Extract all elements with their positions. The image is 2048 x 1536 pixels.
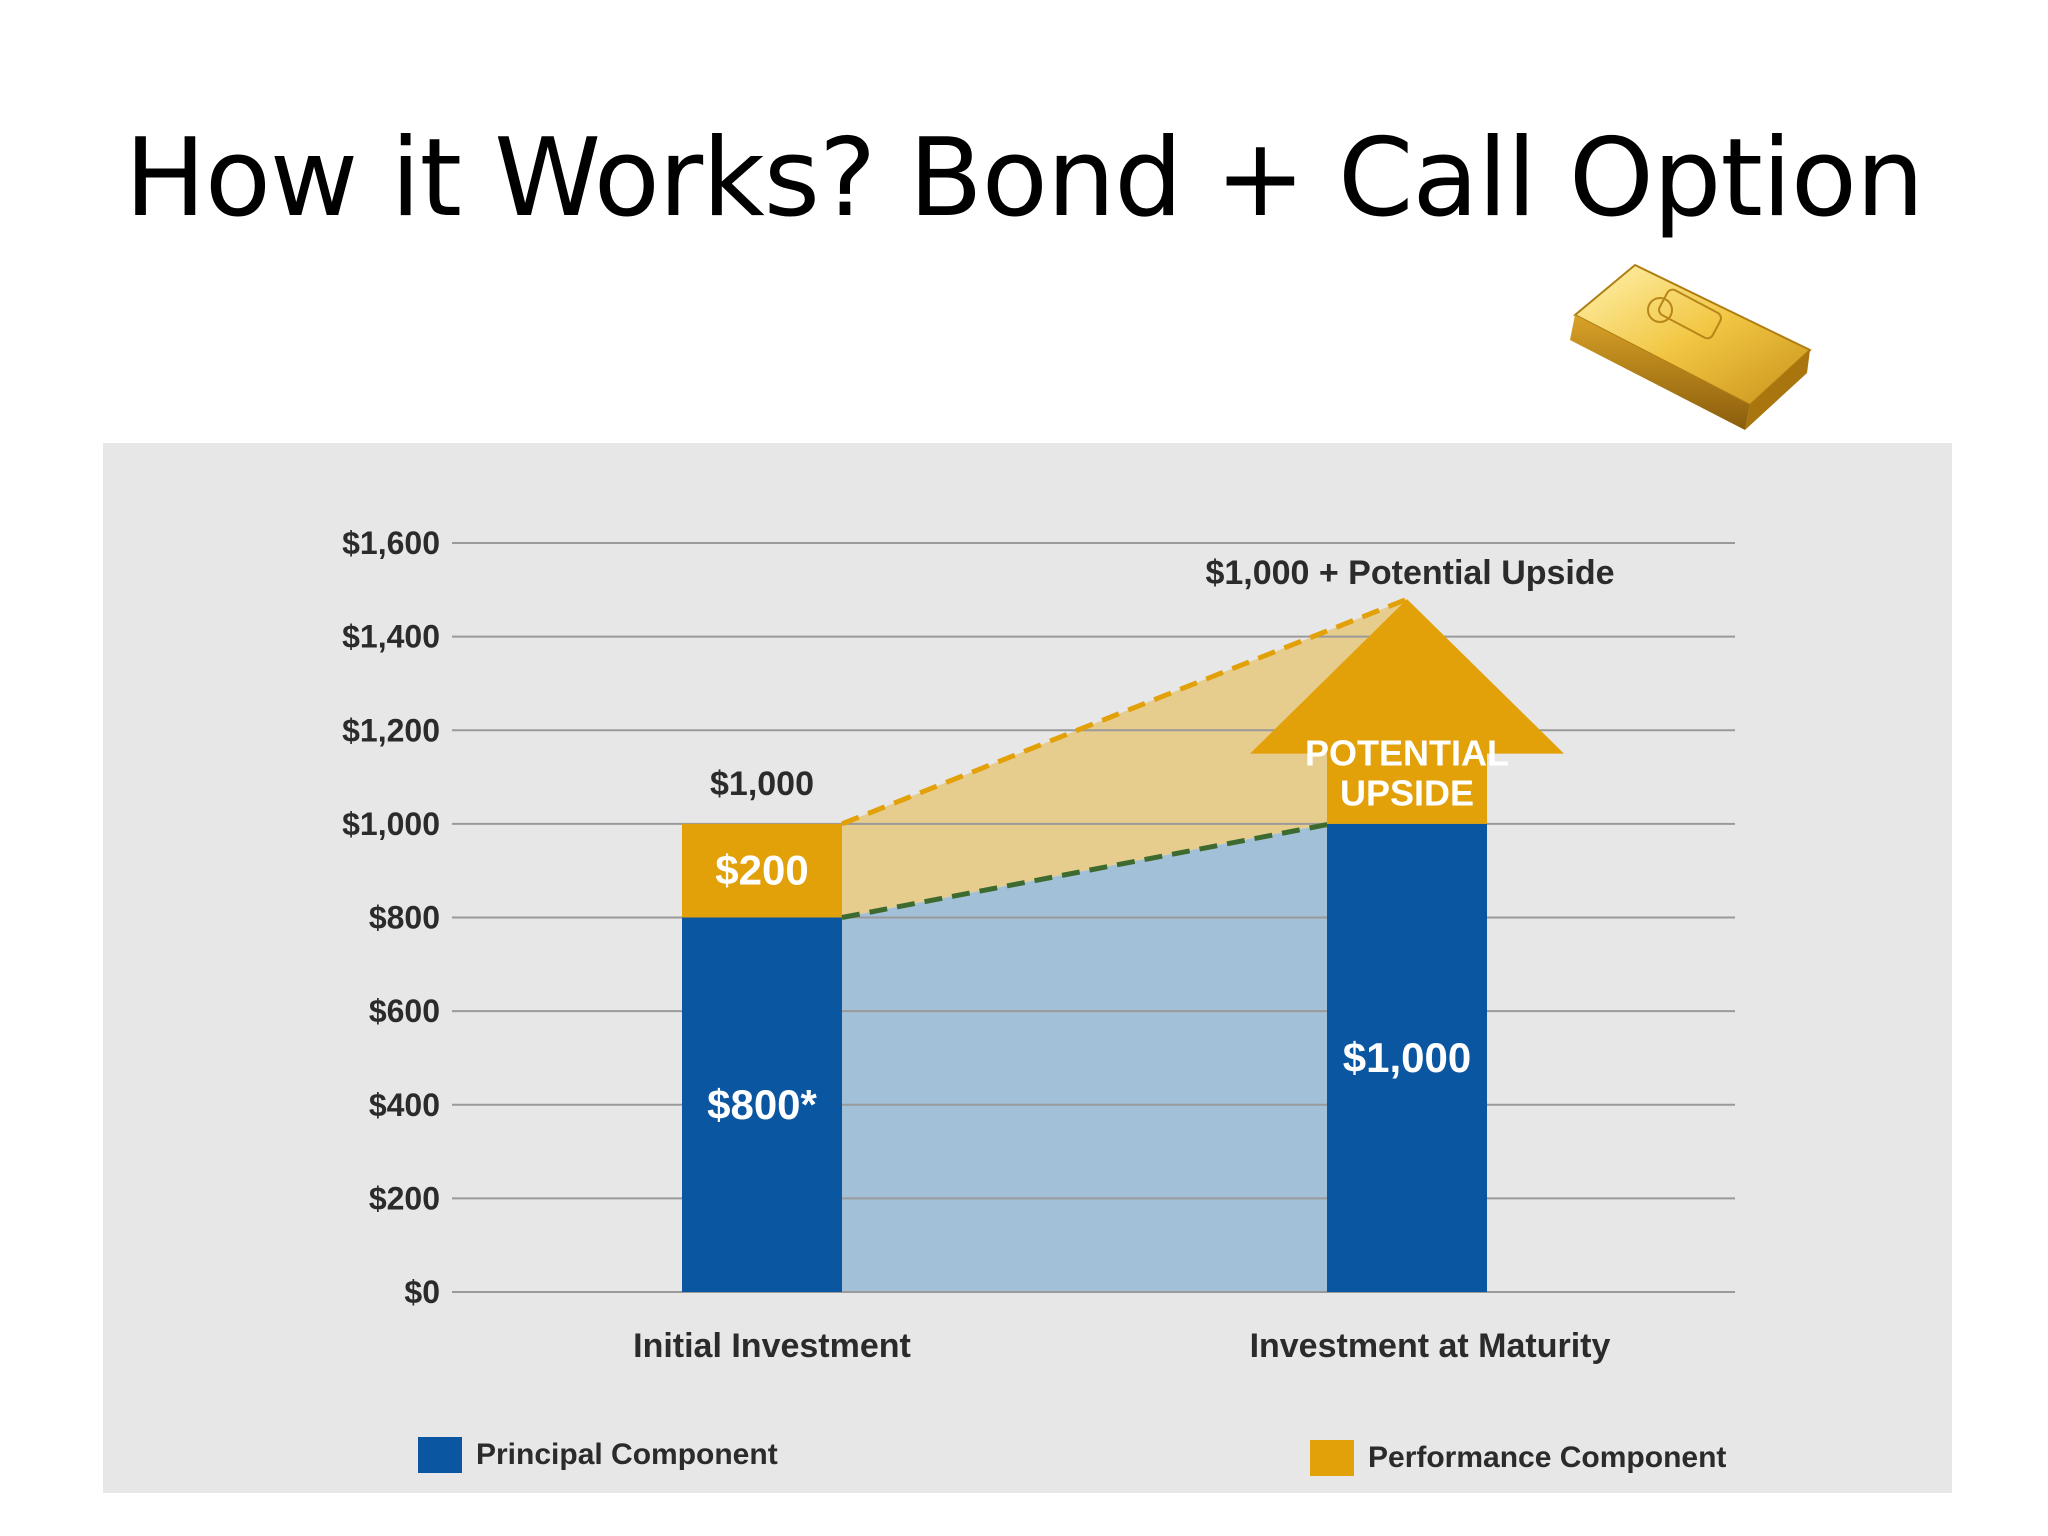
gold-bar-icon (1570, 263, 1812, 430)
legend-performance-swatch (1310, 1440, 1354, 1476)
y-tick-label: $1,000 (342, 806, 440, 842)
bar-principal (682, 917, 842, 1292)
bar-performance (682, 823, 842, 918)
upside-arrow-label-line2: UPSIDE (1340, 773, 1474, 814)
bar-principal (1327, 823, 1487, 1292)
x-category-label: Initial Investment (633, 1327, 911, 1365)
legend-principal-swatch (418, 1437, 462, 1473)
upside-arrow-label-line1: POTENTIAL (1305, 733, 1509, 774)
bar-principal-label: $800* (707, 1081, 817, 1128)
total-label: $1,000 (710, 765, 814, 803)
y-tick-label: $1,600 (342, 525, 440, 561)
upside-annotation: $1,000 + Potential Upside (1205, 554, 1614, 592)
x-category-label: Investment at Maturity (1250, 1327, 1611, 1365)
y-tick-label: $600 (369, 993, 440, 1029)
potential-upside-arrow (1250, 599, 1564, 824)
legend-principal: Principal Component (418, 1437, 778, 1473)
legend-performance-label: Performance Component (1368, 1441, 1727, 1474)
bar-principal-label: $1,000 (1343, 1034, 1471, 1081)
y-tick-label: $1,400 (342, 619, 440, 655)
performance-connector-area (842, 599, 1407, 918)
legend-performance: Performance Component (1310, 1440, 1726, 1476)
bar-performance-label: $200 (715, 847, 808, 894)
y-tick-label: $800 (369, 900, 440, 936)
slide-title: How it Works? Bond + Call Option (124, 116, 1925, 241)
y-tick-label: $1,200 (342, 712, 440, 748)
upside-dashed-line (841, 596, 1408, 827)
y-tick-label: $200 (369, 1180, 440, 1216)
principal-connector-area (842, 823, 1327, 1292)
y-tick-label: $400 (369, 1087, 440, 1123)
legend-principal-label: Principal Component (476, 1438, 778, 1471)
y-tick-label: $0 (404, 1274, 440, 1310)
